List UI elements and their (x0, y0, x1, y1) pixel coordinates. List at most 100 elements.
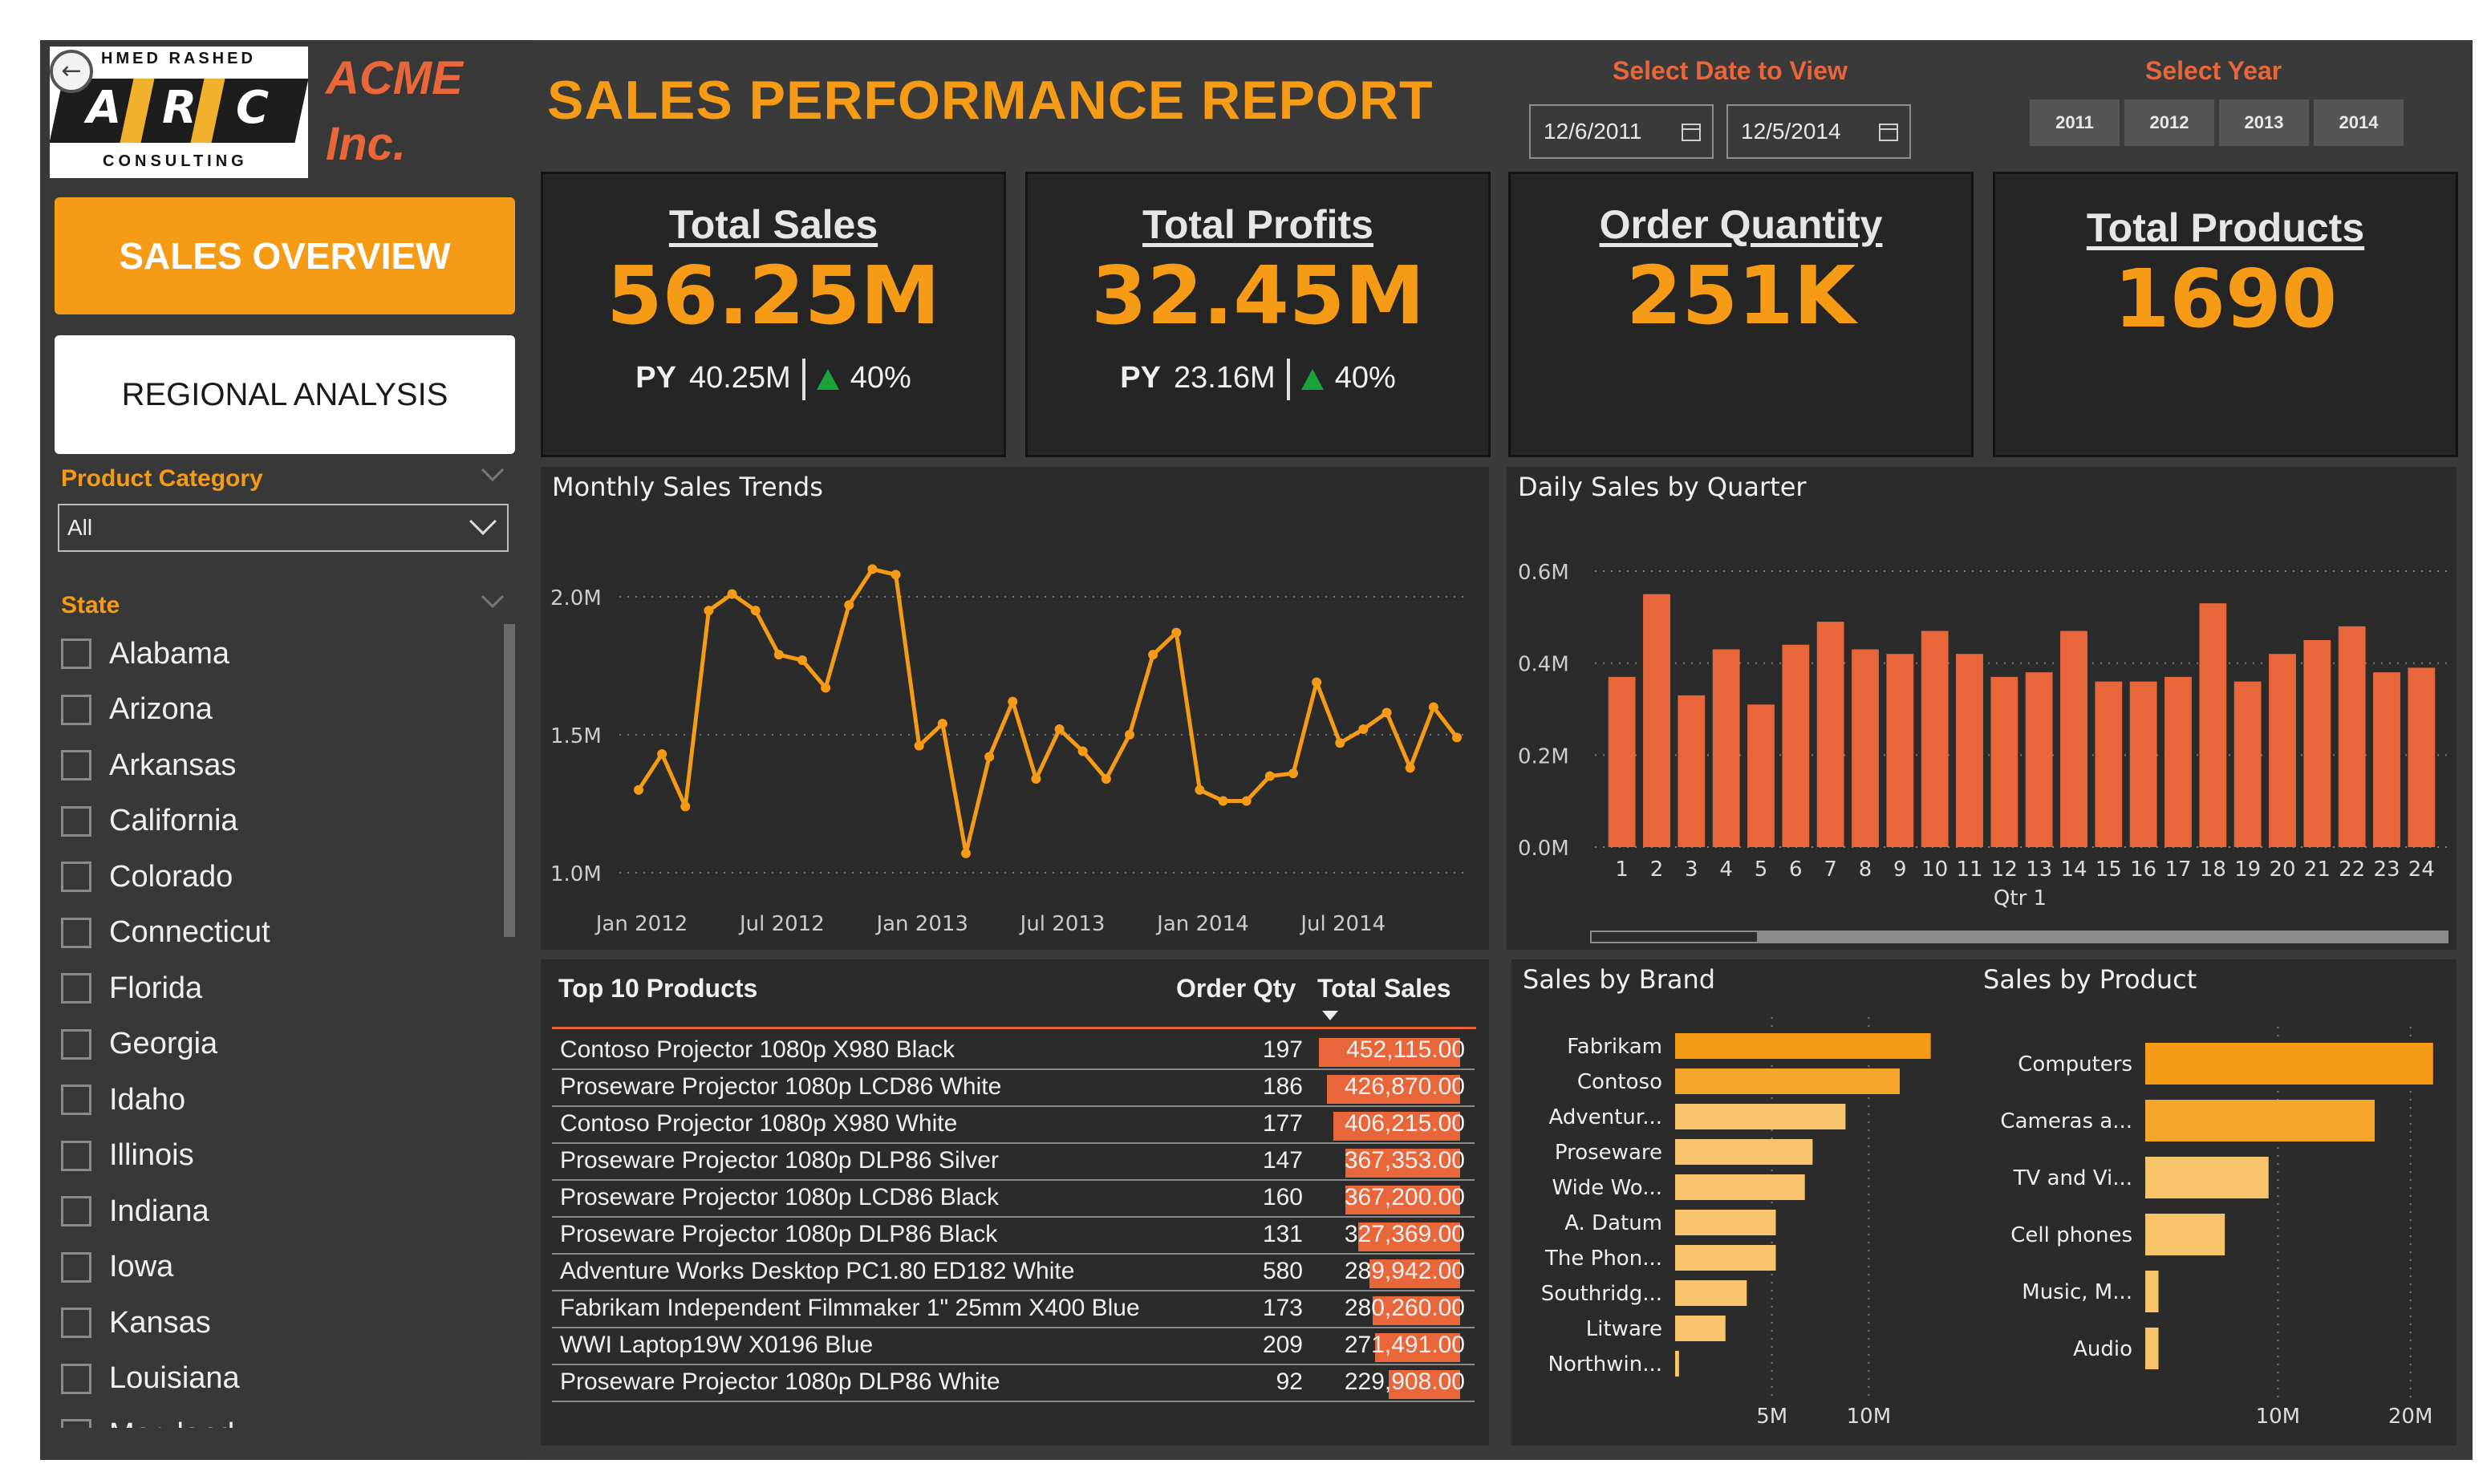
data-point[interactable] (773, 650, 784, 660)
state-option[interactable]: Colorado (61, 857, 233, 897)
bar[interactable] (1747, 704, 1775, 847)
scrollbar-thumb[interactable] (1592, 932, 1757, 942)
data-point[interactable] (1358, 724, 1369, 735)
bar[interactable] (2145, 1043, 2433, 1085)
state-option[interactable]: Illinois (61, 1136, 194, 1176)
bar[interactable] (2269, 654, 2296, 847)
data-point[interactable] (937, 719, 947, 729)
state-option[interactable]: Arkansas (61, 745, 236, 785)
table-row[interactable]: Proseware Projector 1080p DLP86 Silver 14… (552, 1144, 1475, 1181)
checkbox[interactable] (61, 1308, 91, 1338)
table-row[interactable]: WWI Laptop19W X0196 Blue 209 271,491.00 (552, 1328, 1475, 1365)
data-point[interactable] (1428, 702, 1438, 712)
state-option[interactable]: Georgia (61, 1024, 217, 1064)
data-point[interactable] (750, 606, 761, 616)
column-header-qty[interactable]: Order Qty (1176, 974, 1296, 1003)
bar[interactable] (2129, 681, 2157, 847)
year-button-2013[interactable]: 2013 (2219, 99, 2309, 146)
data-point[interactable] (1405, 763, 1415, 773)
bar[interactable] (1608, 676, 1636, 847)
data-point[interactable] (1077, 746, 1088, 756)
data-point[interactable] (797, 655, 807, 666)
bar[interactable] (2145, 1328, 2159, 1369)
data-point[interactable] (1312, 677, 1322, 687)
bar[interactable] (2145, 1100, 2375, 1141)
data-point[interactable] (1008, 696, 1018, 707)
data-point[interactable] (727, 589, 737, 599)
date-start-input[interactable]: 12/6/2011 (1529, 104, 1714, 159)
checkbox[interactable] (61, 917, 91, 948)
bar[interactable] (1921, 630, 1949, 847)
regional-analysis-button[interactable]: REGIONAL ANALYSIS (55, 335, 515, 454)
bar[interactable] (1816, 622, 1844, 847)
data-point[interactable] (1101, 773, 1111, 784)
state-option[interactable]: California (61, 801, 238, 841)
state-option[interactable]: Indiana (61, 1191, 209, 1231)
data-point[interactable] (1054, 724, 1065, 735)
year-button-2011[interactable]: 2011 (2030, 99, 2120, 146)
data-point[interactable] (1171, 627, 1182, 638)
state-option[interactable]: Maryland (61, 1414, 234, 1428)
data-point[interactable] (1381, 708, 1392, 718)
bar[interactable] (1675, 1245, 1776, 1271)
bar[interactable] (1643, 594, 1670, 847)
calendar-icon[interactable] (1682, 124, 1701, 141)
state-option[interactable]: Florida (61, 968, 202, 1008)
data-point[interactable] (1452, 732, 1462, 743)
state-option[interactable]: Idaho (61, 1080, 185, 1120)
data-point[interactable] (1218, 796, 1228, 806)
data-point[interactable] (657, 749, 667, 759)
date-end-input[interactable]: 12/5/2014 (1726, 104, 1911, 159)
data-point[interactable] (844, 600, 854, 610)
bar[interactable] (1675, 1068, 1900, 1094)
checkbox[interactable] (61, 639, 91, 669)
data-point[interactable] (984, 752, 995, 762)
state-option[interactable]: Connecticut (61, 913, 270, 953)
checkbox[interactable] (61, 805, 91, 837)
bar[interactable] (2408, 667, 2436, 847)
bar[interactable] (1990, 676, 2018, 847)
bar[interactable] (2145, 1214, 2225, 1255)
table-row[interactable]: Proseware Projector 1080p DLP86 White 92 2… (552, 1365, 1475, 1402)
bar[interactable] (1675, 1351, 1679, 1377)
table-row[interactable]: Adventure Works Desktop PC1.80 ED182 Whi… (552, 1255, 1475, 1291)
checkbox[interactable] (61, 1196, 91, 1227)
state-option[interactable]: Kansas (61, 1303, 211, 1343)
table-row[interactable]: Fabrikam Independent Filmmaker 1" 25mm X… (552, 1291, 1475, 1328)
checkbox[interactable] (61, 1419, 91, 1428)
bar[interactable] (2025, 672, 2053, 847)
sales-overview-button[interactable]: SALES OVERVIEW (55, 197, 515, 314)
bar[interactable] (1675, 1033, 1931, 1059)
bar[interactable] (1678, 695, 1706, 847)
bar[interactable] (1675, 1174, 1805, 1200)
bar[interactable] (2303, 640, 2331, 847)
bar[interactable] (2164, 676, 2192, 847)
calendar-icon[interactable] (1879, 124, 1898, 141)
bar[interactable] (2373, 672, 2400, 847)
data-point[interactable] (821, 683, 831, 693)
data-point[interactable] (1335, 738, 1345, 748)
state-option[interactable]: Iowa (61, 1247, 173, 1287)
bar[interactable] (1956, 654, 1983, 847)
table-row[interactable]: Proseware Projector 1080p LCD86 White 186… (552, 1070, 1475, 1107)
checkbox[interactable] (61, 694, 91, 725)
checkbox[interactable] (61, 750, 91, 781)
checkbox[interactable] (61, 973, 91, 1004)
column-header-sales[interactable]: Total Sales (1317, 974, 1451, 1003)
bar[interactable] (1675, 1104, 1846, 1129)
checkbox[interactable] (61, 1363, 91, 1394)
back-button[interactable]: ← (50, 50, 93, 93)
year-button-2014[interactable]: 2014 (2314, 99, 2404, 146)
bar[interactable] (1675, 1139, 1813, 1165)
data-point[interactable] (1288, 768, 1298, 779)
state-list-scrollbar[interactable] (504, 624, 515, 937)
bar[interactable] (1675, 1316, 1726, 1341)
data-point[interactable] (634, 785, 643, 795)
bar[interactable] (1675, 1280, 1747, 1306)
data-point[interactable] (891, 570, 901, 580)
bar[interactable] (1852, 649, 1879, 847)
checkbox[interactable] (61, 1140, 91, 1171)
bar[interactable] (1782, 644, 1810, 847)
bar[interactable] (2060, 630, 2087, 847)
state-option[interactable]: Arizona (61, 690, 213, 730)
